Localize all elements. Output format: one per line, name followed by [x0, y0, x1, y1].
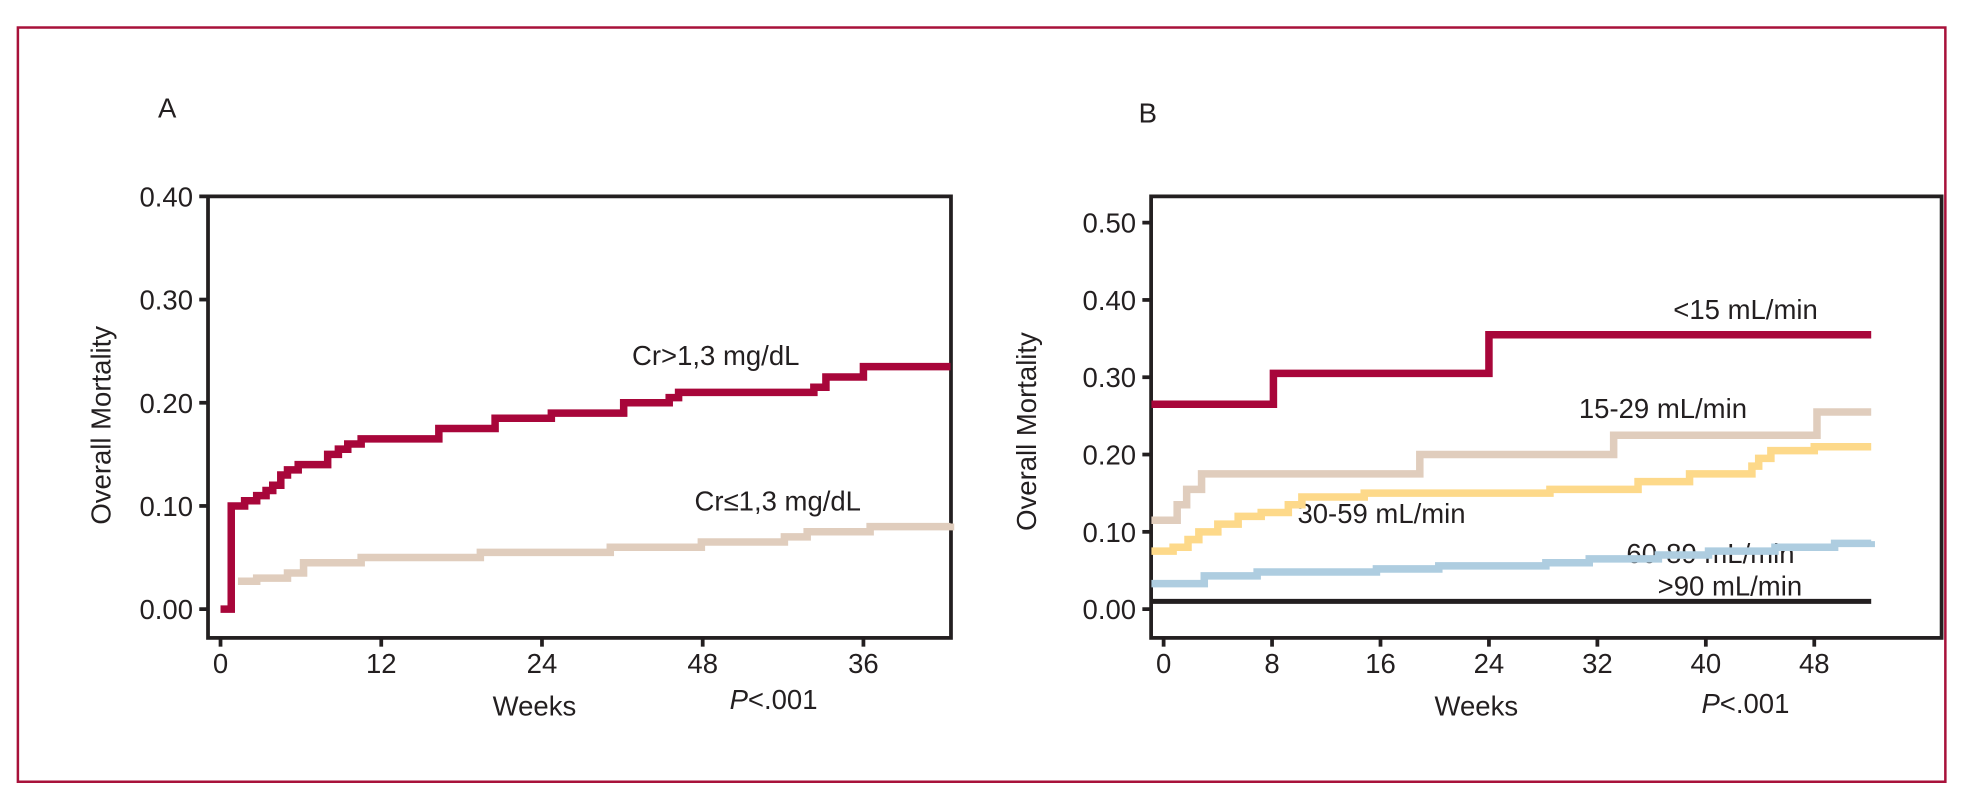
figure-frame	[16, 26, 1947, 783]
y-axis-label-b: Overall Mortality	[1011, 332, 1042, 531]
series-label-15-29: 15-29 mL/min	[1579, 393, 1747, 424]
panel-a: A Overall Mortality Weeks P<.001 Cr>1,3 …	[85, 93, 955, 721]
p-value-a: P<.001	[730, 684, 818, 715]
p-rest: <.001	[748, 684, 818, 715]
series-label-30-59: 30-59 mL/min	[1297, 498, 1465, 529]
series-line-b-2	[1151, 443, 1872, 555]
x-tick-label: 48	[1799, 648, 1830, 679]
y-tick-label: 0.40	[1083, 285, 1137, 316]
panel-b: B Overall Mortality Weeks P<.001 <15 mL/…	[1011, 98, 1944, 721]
y-tick-label: 0.30	[1083, 362, 1137, 393]
series-line-b-1	[1151, 408, 1872, 524]
x-axis-label-a: Weeks	[493, 690, 577, 721]
x-tick-label: 32	[1582, 648, 1613, 679]
y-tick-label: 0.10	[139, 491, 193, 522]
series-line-a-0	[220, 362, 951, 613]
y-tick-label: 0.30	[139, 285, 193, 316]
series-label-lt15: <15 mL/min	[1673, 294, 1817, 325]
series-line-a-1	[237, 522, 955, 586]
x-tick-label: 0	[1156, 648, 1171, 679]
x-tick-label: 8	[1264, 648, 1279, 679]
x-tick-label: 48	[687, 648, 718, 679]
y-tick-label: 0.20	[139, 388, 193, 419]
y-axis-label-a: Overall Mortality	[85, 326, 116, 525]
y-tick-label: 0.10	[1083, 517, 1137, 548]
y-tick-label: 0.20	[1083, 440, 1137, 471]
series-label-cr-low: Cr≤1,3 mg/dL	[695, 485, 861, 516]
plot-area-b	[1149, 194, 1944, 640]
p-letter: P	[730, 684, 749, 715]
x-tick-label: 24	[1474, 648, 1505, 679]
series-line-b-0	[1151, 330, 1872, 409]
x-tick-label: 24	[527, 648, 558, 679]
panel-label-a: A	[158, 93, 177, 124]
x-tick-label: 36	[848, 648, 879, 679]
x-tick-label: 0	[213, 648, 228, 679]
p-letter: P	[1701, 688, 1720, 719]
x-tick-label: 40	[1691, 648, 1722, 679]
plot-area-a	[206, 194, 953, 640]
panel-label-b: B	[1139, 98, 1157, 129]
p-rest: <.001	[1720, 688, 1790, 719]
y-tick-label: 0.50	[1083, 208, 1137, 239]
series-label-cr-high: Cr>1,3 mg/dL	[632, 340, 799, 371]
x-tick-label: 12	[366, 648, 397, 679]
x-axis-label-b: Weeks	[1435, 690, 1519, 721]
y-tick-label: 0.00	[139, 594, 193, 625]
series-label-gt90: >90 mL/min	[1658, 570, 1802, 601]
y-tick-label: 0.00	[1083, 594, 1137, 625]
y-tick-label: 0.40	[139, 181, 193, 212]
x-tick-label: 16	[1365, 648, 1396, 679]
series-line-b-3	[1151, 539, 1875, 588]
p-value-b: P<.001	[1701, 688, 1789, 719]
